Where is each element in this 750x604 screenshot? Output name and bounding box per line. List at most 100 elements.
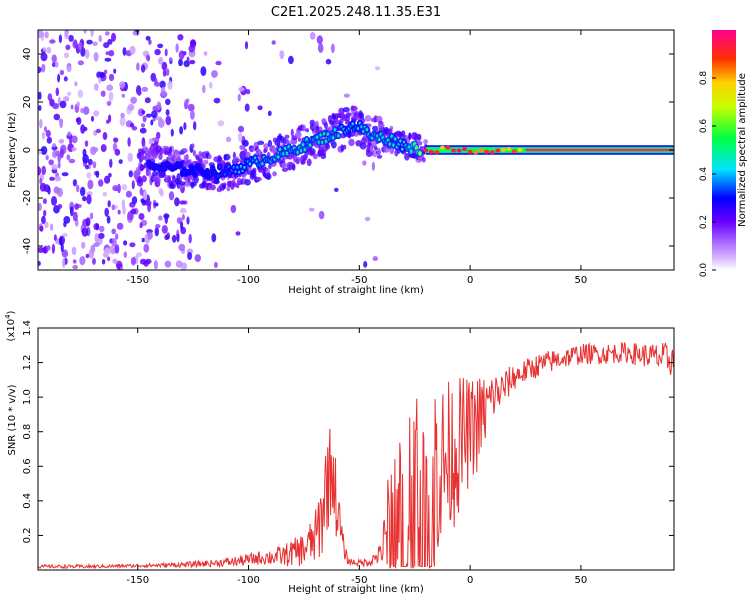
snr-y-ticks: 0.2 0.4 0.6 0.8 1.0 1.2 1.4 (22, 320, 674, 543)
y-tick-label: 0.4 (22, 493, 33, 509)
snr-background (38, 328, 674, 570)
x-tick-label: -150 (126, 575, 149, 586)
spectrogram-cell (104, 57, 112, 62)
spectrogram-cell (93, 110, 100, 117)
spectrogram-cell (55, 87, 59, 97)
spectrogram-cell (88, 248, 95, 259)
spectrogram-cell (128, 170, 133, 178)
spectrogram-cell (72, 259, 77, 264)
spectrogram-cell (107, 256, 111, 262)
spectrogram-cell (66, 91, 72, 96)
spectrogram-cell (217, 120, 225, 127)
spectrogram-cell (96, 71, 102, 79)
spectrogram-cell (141, 175, 147, 183)
x-tick-label: -100 (237, 275, 260, 286)
spectrogram-cell (104, 175, 111, 184)
spectrogram-cell (282, 137, 287, 145)
ridge-core (227, 165, 230, 169)
spectrogram-cell (139, 164, 145, 171)
spectrogram-cell (109, 158, 113, 168)
spectrogram-cell (38, 30, 44, 39)
spectrogram-cell (348, 138, 355, 147)
x-tick-label: -50 (351, 275, 367, 286)
spectrogram-cell (159, 147, 164, 156)
spectrogram-cell (217, 156, 221, 162)
spectrogram-cell (62, 96, 70, 102)
spectrogram-cell (164, 234, 169, 241)
spectrogram-cell (38, 246, 44, 253)
spectrogram-cell (71, 135, 78, 144)
spectrogram-cell (98, 76, 102, 84)
spectrogram-cell (141, 156, 148, 160)
spectrogram-cell (170, 128, 174, 137)
spectrogram-cell (316, 35, 323, 45)
spectrogram-cell (120, 112, 125, 119)
spectrogram-cell (174, 197, 180, 207)
spectrogram-cell (107, 200, 111, 208)
spectrogram-cell (193, 121, 197, 131)
spectrogram-cell (143, 243, 150, 253)
spectrogram-cell (51, 243, 56, 254)
figure-title: C2E1.2025.248.11.35.E31 (271, 5, 441, 20)
scale-prefix: (x10 (6, 319, 17, 342)
spectrogram-cell (141, 123, 145, 128)
ridge-core (284, 146, 287, 150)
spectrogram-cell (141, 86, 149, 92)
spectrogram-cell (119, 116, 126, 127)
spectrogram-cell (139, 222, 143, 229)
spectrogram-cell (53, 234, 57, 242)
spectrogram-cell (267, 110, 272, 117)
ridge-core (232, 165, 236, 169)
y-tick-label: -40 (22, 238, 33, 254)
ridge-core (365, 128, 369, 132)
spectrogram-cell (179, 126, 184, 135)
spectrogram-cell (155, 149, 160, 155)
spectrogram-cell (85, 164, 89, 170)
spectrogram-cell (207, 154, 212, 160)
spectrogram-cell (103, 42, 110, 49)
spectrogram-cell (141, 237, 145, 243)
spectrogram-cell (343, 93, 350, 98)
spectrogram-cell (51, 54, 57, 63)
spectrogram-cell (375, 115, 383, 123)
spectrogram-cell (77, 60, 84, 66)
colorbar-gradient (712, 30, 736, 270)
spectrogram-cell (136, 252, 142, 258)
spectrogram-cell (92, 161, 97, 169)
spectrogram-cell (39, 177, 43, 185)
ridge-core (308, 143, 312, 147)
spectrogram-cell (79, 256, 86, 266)
spectrogram-cell (98, 225, 105, 233)
spectrogram-cell (71, 147, 77, 152)
colorbar-tick-label: 0.6 (699, 119, 709, 134)
ridge-cell (467, 149, 473, 154)
snr-series-line (38, 342, 674, 570)
spectrogram-cell (60, 243, 64, 253)
spectrogram-cell (185, 154, 189, 160)
spectrogram-cell (59, 100, 67, 109)
spectrogram-cell (48, 159, 54, 166)
spectrogram-cell (112, 258, 118, 264)
ridge-core (301, 143, 305, 147)
spectrogram-cell (111, 228, 117, 235)
spectrogram-cell (267, 139, 273, 148)
spectrogram-cell (281, 167, 289, 172)
spectrogram-cell (137, 89, 142, 96)
spectrogram-cell (164, 214, 168, 225)
spectrogram-cell (52, 143, 57, 148)
spectrogram-cell (171, 234, 177, 243)
spectrogram-cell (87, 179, 94, 190)
ridge-core (188, 170, 191, 174)
spectrogram-cell (63, 221, 67, 228)
spectrogram-cell (244, 103, 250, 112)
spectrogram-cell (38, 91, 42, 100)
spectrogram-cell (188, 44, 196, 53)
spectrogram-cell (371, 161, 375, 171)
spectrogram-cell (93, 242, 100, 247)
ridge-core (351, 122, 354, 126)
spectrogram-cell (117, 183, 121, 194)
spectrogram-cell (111, 204, 116, 211)
ridge-core (239, 164, 243, 168)
spectrogram-cell (281, 162, 288, 168)
spectrogram-cell (119, 266, 124, 270)
